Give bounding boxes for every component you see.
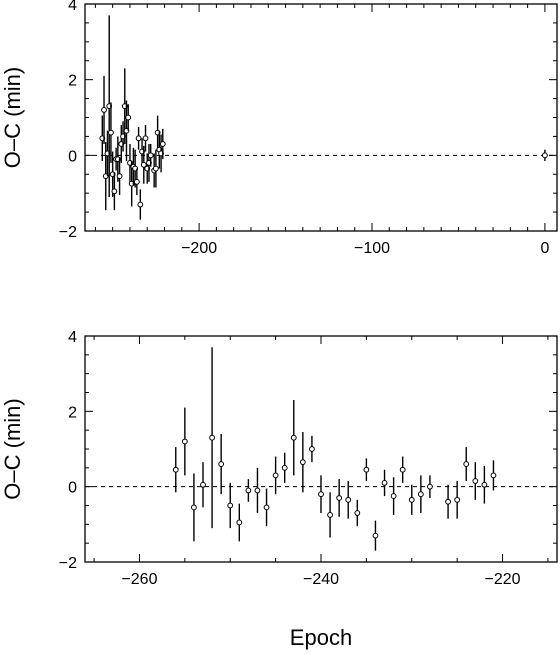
data-point bbox=[172, 466, 179, 473]
plot-frame bbox=[84, 335, 558, 563]
data-point bbox=[254, 487, 261, 494]
data-point bbox=[181, 438, 188, 445]
x-tick-label: −100 bbox=[354, 240, 390, 257]
data-point bbox=[116, 173, 123, 180]
data-point bbox=[472, 478, 479, 484]
data-point bbox=[541, 152, 548, 159]
data-point bbox=[390, 493, 397, 499]
data-point bbox=[227, 502, 234, 509]
data-point bbox=[490, 472, 497, 479]
data-point bbox=[281, 464, 288, 471]
data-point bbox=[147, 152, 154, 159]
data-point bbox=[245, 487, 252, 494]
x-tick-label: −200 bbox=[181, 240, 217, 257]
data-point bbox=[363, 466, 370, 473]
data-point bbox=[272, 472, 279, 479]
data-point bbox=[200, 481, 206, 488]
data-point bbox=[108, 129, 114, 136]
data-point bbox=[399, 466, 406, 473]
data-point bbox=[381, 480, 388, 486]
data-point bbox=[454, 496, 461, 503]
data-point bbox=[137, 201, 144, 208]
data-point bbox=[336, 495, 343, 501]
y-tick-label: 4 bbox=[68, 329, 77, 346]
data-point bbox=[263, 504, 270, 511]
data-point bbox=[135, 135, 142, 142]
x-tick-label: −220 bbox=[485, 571, 521, 588]
y-tick-label: 0 bbox=[68, 148, 77, 165]
data-point bbox=[152, 165, 159, 172]
data-point bbox=[209, 434, 215, 441]
data-point bbox=[354, 510, 361, 516]
data-point bbox=[101, 107, 107, 113]
data-point bbox=[111, 188, 118, 195]
data-point bbox=[142, 135, 149, 142]
data-point bbox=[133, 178, 140, 185]
y-tick-label: −2 bbox=[59, 224, 77, 241]
y-tick-label: 2 bbox=[68, 73, 77, 90]
data-point bbox=[417, 491, 424, 498]
y-tick-label: −2 bbox=[59, 555, 77, 572]
data-point bbox=[327, 512, 333, 518]
data-point bbox=[318, 491, 324, 498]
data-point bbox=[427, 483, 433, 490]
x-axis-title: Epoch bbox=[290, 625, 352, 650]
data-point bbox=[372, 532, 379, 539]
plot-frame bbox=[84, 3, 558, 232]
data-point bbox=[140, 161, 147, 168]
data-point bbox=[445, 498, 451, 505]
data-point bbox=[345, 496, 352, 503]
data-point bbox=[299, 459, 306, 466]
data-point bbox=[236, 519, 243, 526]
x-tick-label: −240 bbox=[303, 571, 339, 588]
data-point bbox=[309, 446, 315, 452]
data-point bbox=[481, 481, 488, 488]
data-point bbox=[290, 434, 297, 441]
x-tick-label: 0 bbox=[540, 240, 549, 257]
y-axis-title: O–C (min) bbox=[0, 67, 25, 168]
bottom-panel: −2 0 2 4 −260 −240 −220 O–C (min) bbox=[0, 329, 558, 588]
data-point bbox=[218, 461, 225, 467]
data-point bbox=[463, 461, 470, 467]
y-tick-label: 4 bbox=[68, 0, 77, 14]
data-point bbox=[125, 114, 132, 121]
y-axis-title: O–C (min) bbox=[0, 398, 25, 499]
data-point bbox=[191, 504, 197, 511]
data-point bbox=[159, 141, 166, 147]
top-panel: −2 0 2 4 −200 −100 0 O–C (min) bbox=[0, 0, 558, 257]
y-tick-label: 0 bbox=[68, 480, 77, 497]
y-tick-label: 2 bbox=[68, 404, 77, 421]
data-point bbox=[408, 496, 415, 503]
x-tick-label: −260 bbox=[121, 571, 157, 588]
